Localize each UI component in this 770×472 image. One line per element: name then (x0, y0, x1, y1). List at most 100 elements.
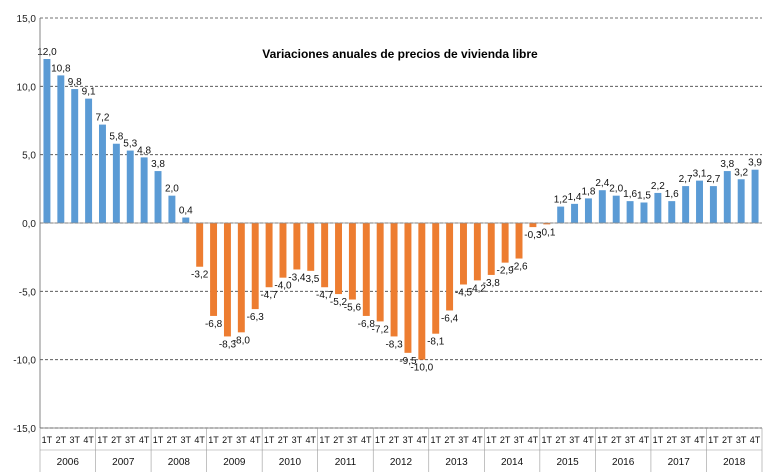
bar (390, 223, 398, 337)
data-label: -2,6 (510, 262, 528, 273)
data-label: 2,7 (706, 174, 720, 185)
data-label: -3,4 (288, 272, 306, 283)
data-label: -5,2 (330, 297, 348, 308)
quarter-label: 3T (569, 435, 580, 445)
year-label: 2016 (612, 457, 635, 468)
data-label: -0,1 (538, 227, 556, 238)
quarter-label: 1T (486, 435, 497, 445)
quarter-label: 4T (139, 435, 150, 445)
quarter-label: 2T (167, 435, 178, 445)
data-label: -4,2 (469, 283, 487, 294)
bar (751, 169, 759, 223)
data-label: 1,6 (623, 189, 637, 200)
data-label: -6,3 (247, 312, 265, 323)
bar (376, 223, 384, 322)
quarter-label: 4T (583, 435, 594, 445)
data-labels: 12,010,89,89,17,25,85,34,83,82,00,4-3,2-… (37, 47, 762, 374)
data-label: 0,4 (179, 206, 193, 217)
bar (335, 223, 342, 295)
data-label: 1,8 (581, 186, 595, 197)
quarter-label: 4T (528, 435, 539, 445)
quarter-label: 2T (500, 435, 511, 445)
bar (418, 223, 426, 360)
quarter-label: 2T (278, 435, 289, 445)
data-label: 1,2 (554, 195, 568, 206)
quarter-label: 2T (222, 435, 233, 445)
data-label: 2,2 (651, 181, 665, 192)
bar (640, 202, 648, 223)
bar (71, 89, 79, 223)
data-label: -6,8 (205, 319, 223, 330)
bar (626, 201, 634, 223)
quarter-label: 2T (444, 435, 455, 445)
bar (543, 223, 551, 225)
data-label: 3,8 (151, 159, 165, 170)
data-label: -3,2 (191, 270, 209, 281)
quarter-label: 2T (611, 435, 622, 445)
bar (612, 195, 620, 223)
bar (432, 223, 440, 334)
bar (140, 157, 148, 223)
bar (668, 201, 676, 223)
bar (696, 180, 703, 223)
bar (154, 171, 162, 223)
year-label: 2007 (112, 457, 135, 468)
quarter-label: 2T (56, 435, 67, 445)
bar (57, 75, 65, 224)
bar (251, 223, 259, 310)
year-label: 2010 (279, 457, 302, 468)
year-label: 2008 (168, 457, 191, 468)
data-label: -4,7 (316, 290, 334, 301)
year-label: 2018 (723, 457, 746, 468)
bar (43, 59, 51, 223)
quarter-label: 1T (97, 435, 108, 445)
y-tick-label: 0,0 (22, 219, 36, 230)
data-label: 3,1 (693, 169, 707, 180)
quarter-label: 3T (181, 435, 192, 445)
data-label: -6,8 (358, 319, 376, 330)
data-label: -8,1 (427, 337, 445, 348)
quarter-label: 3T (125, 435, 136, 445)
bar (307, 223, 315, 271)
bar (196, 223, 204, 267)
quarter-label: 4T (639, 435, 650, 445)
data-label: 5,3 (123, 139, 137, 150)
bar (709, 186, 717, 223)
bar (362, 223, 370, 316)
year-label: 2012 (390, 457, 413, 468)
quarter-label: 1T (653, 435, 664, 445)
data-label: -5,6 (344, 303, 362, 314)
bar (210, 223, 218, 316)
data-label: -4,0 (274, 281, 292, 292)
year-label: 2011 (335, 457, 357, 468)
quarter-label: 1T (542, 435, 553, 445)
quarter-label: 4T (417, 435, 428, 445)
quarter-label: 1T (264, 435, 275, 445)
bar (168, 195, 176, 223)
data-label: 2,0 (165, 184, 179, 195)
chart-title: Variaciones anuales de precios de vivien… (262, 47, 538, 61)
quarter-label: 1T (42, 435, 53, 445)
quarter-label: 4T (361, 435, 372, 445)
quarter-label: 1T (597, 435, 608, 445)
quarter-label: 3T (236, 435, 247, 445)
data-label: -2,9 (497, 266, 515, 277)
quarter-label: 2T (722, 435, 733, 445)
bar (598, 190, 606, 223)
quarter-label: 3T (347, 435, 358, 445)
bar (682, 186, 690, 223)
bar (723, 171, 731, 223)
bar (99, 124, 106, 223)
quarter-label: 1T (708, 435, 719, 445)
quarter-label: 1T (430, 435, 441, 445)
data-label: -3,8 (483, 278, 501, 289)
quarter-label: 4T (250, 435, 261, 445)
bar (515, 223, 523, 259)
data-label: 1,4 (568, 192, 582, 203)
bar (85, 98, 93, 223)
quarter-label: 4T (83, 435, 94, 445)
data-label: -8,0 (233, 335, 251, 346)
bar (654, 192, 662, 223)
data-label: -7,2 (372, 324, 390, 335)
